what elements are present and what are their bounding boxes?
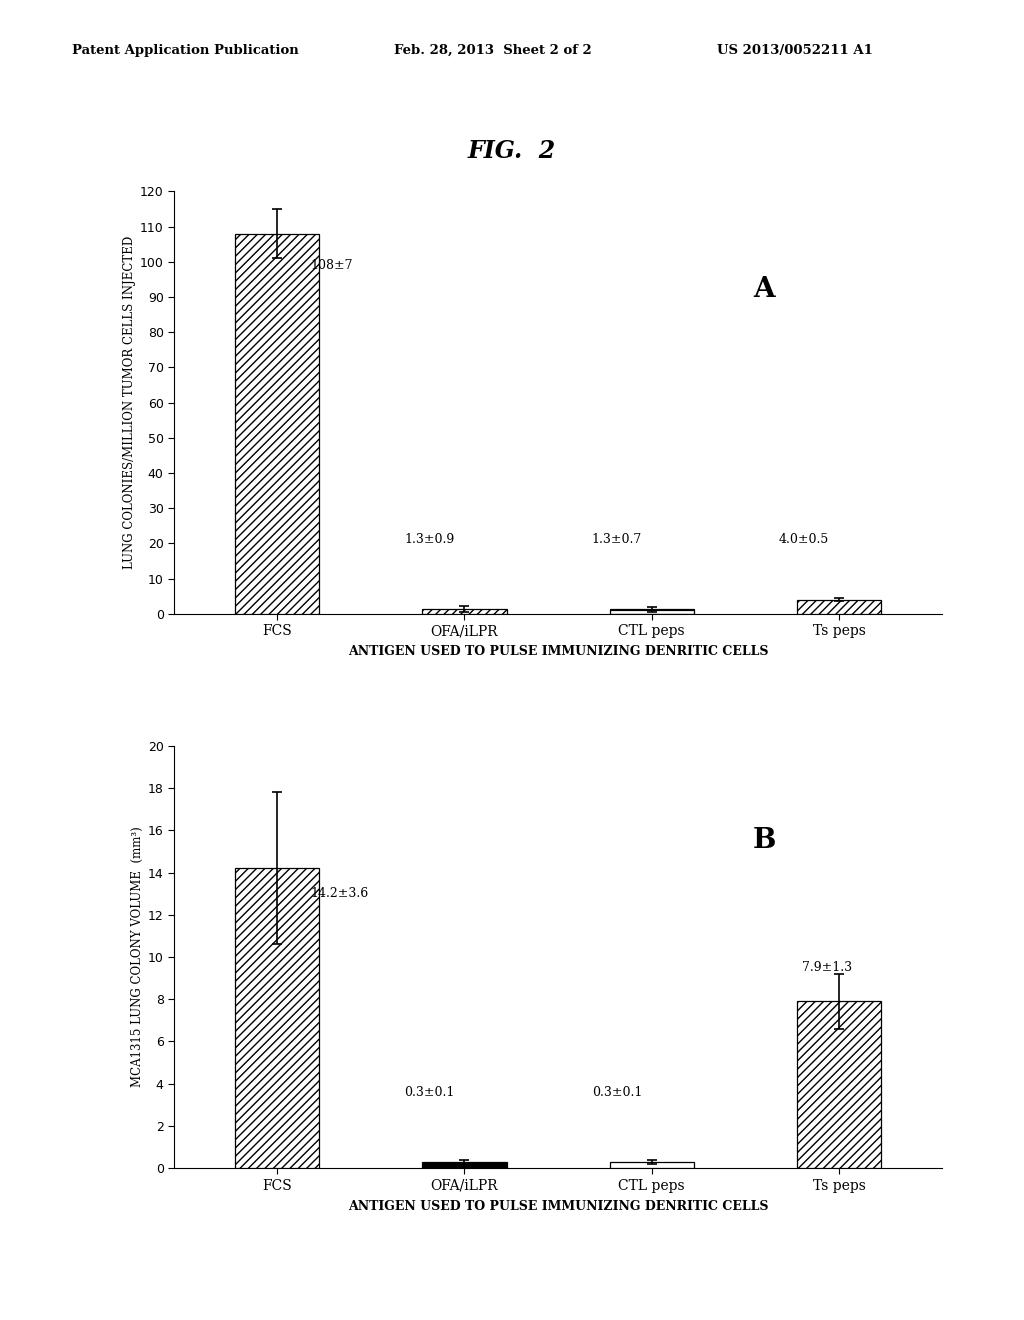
Text: Feb. 28, 2013  Sheet 2 of 2: Feb. 28, 2013 Sheet 2 of 2	[394, 44, 592, 57]
X-axis label: ANTIGEN USED TO PULSE IMMUNIZING DENRITIC CELLS: ANTIGEN USED TO PULSE IMMUNIZING DENRITI…	[348, 645, 768, 659]
Y-axis label: MCA1315 LUNG COLONY VOLUME  (mm³): MCA1315 LUNG COLONY VOLUME (mm³)	[131, 826, 143, 1088]
Text: A: A	[754, 276, 775, 304]
Text: FIG.  2: FIG. 2	[468, 139, 556, 162]
Bar	[422, 610, 507, 614]
Bar	[234, 234, 319, 614]
Text: B: B	[753, 828, 776, 854]
Bar	[609, 1162, 694, 1168]
Bar	[234, 869, 319, 1168]
Text: 0.3±0.1: 0.3±0.1	[404, 1085, 455, 1098]
Text: 0.3±0.1: 0.3±0.1	[592, 1085, 642, 1098]
Text: 14.2±3.6: 14.2±3.6	[311, 887, 369, 900]
Bar	[609, 610, 694, 614]
Bar	[797, 599, 882, 614]
Bar	[422, 1162, 507, 1168]
Text: US 2013/0052211 A1: US 2013/0052211 A1	[717, 44, 872, 57]
Bar	[797, 1002, 882, 1168]
Text: 108±7: 108±7	[311, 259, 353, 272]
Text: 7.9±1.3: 7.9±1.3	[802, 961, 852, 974]
Text: 1.3±0.9: 1.3±0.9	[404, 533, 455, 546]
Text: 1.3±0.7: 1.3±0.7	[592, 533, 642, 546]
Text: 4.0±0.5: 4.0±0.5	[779, 533, 829, 546]
X-axis label: ANTIGEN USED TO PULSE IMMUNIZING DENRITIC CELLS: ANTIGEN USED TO PULSE IMMUNIZING DENRITI…	[348, 1200, 768, 1213]
Y-axis label: LUNG COLONIES/MILLION TUMOR CELLS INJECTED: LUNG COLONIES/MILLION TUMOR CELLS INJECT…	[123, 236, 135, 569]
Text: Patent Application Publication: Patent Application Publication	[72, 44, 298, 57]
